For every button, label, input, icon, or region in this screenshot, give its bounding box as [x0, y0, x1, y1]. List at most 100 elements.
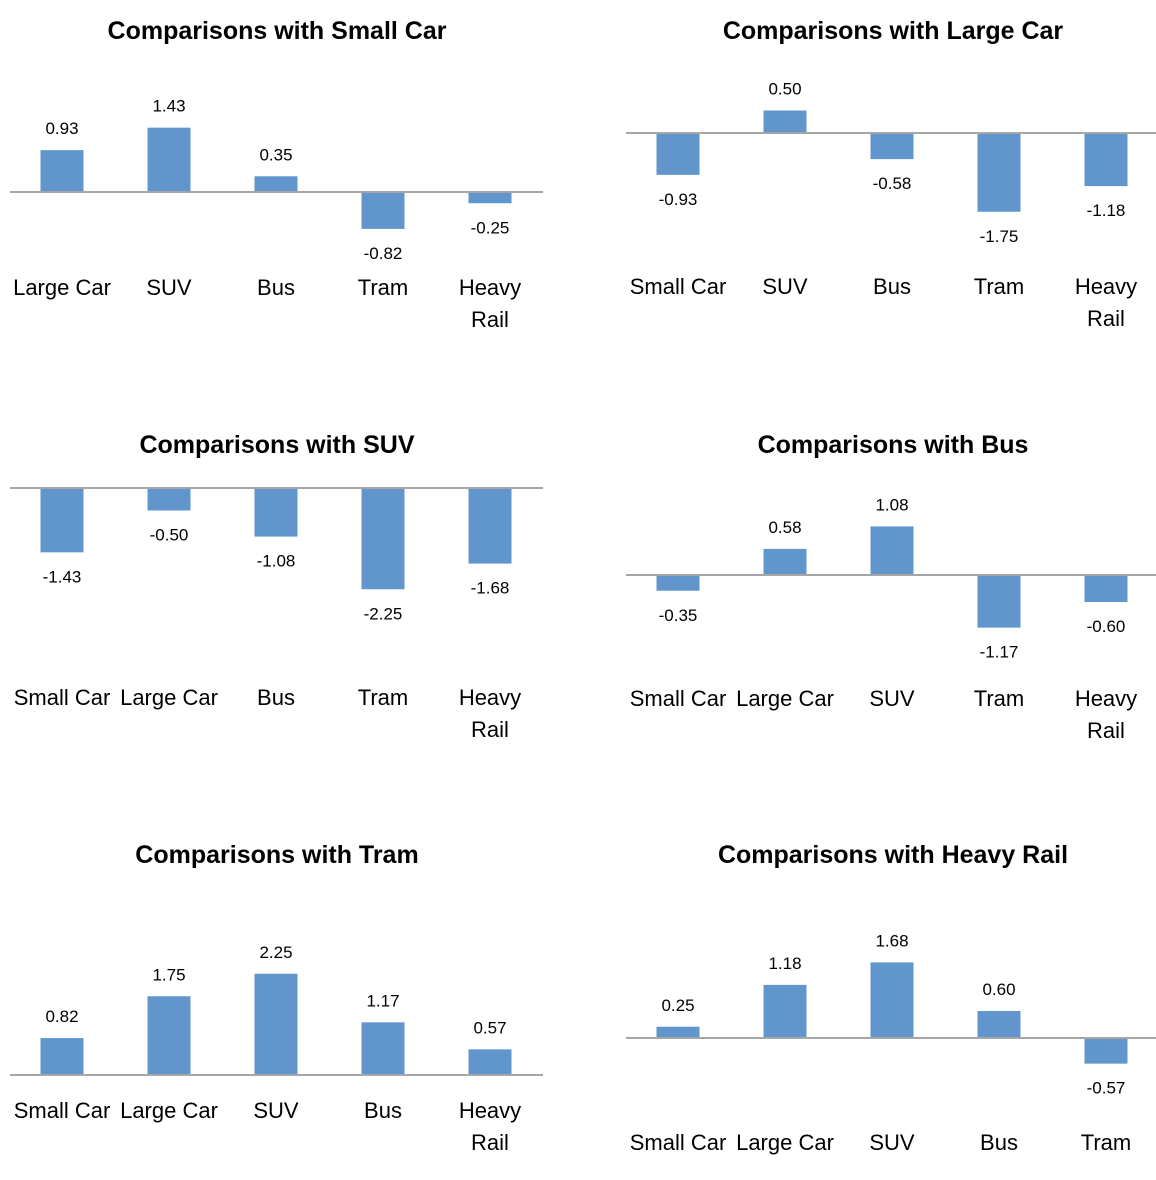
x-tick-label: Large Car	[736, 1130, 834, 1155]
data-label: -1.08	[257, 552, 296, 571]
data-label: -0.35	[659, 606, 698, 625]
bar	[656, 575, 700, 591]
bar	[870, 962, 914, 1038]
x-tick-label: Bus	[980, 1130, 1018, 1155]
data-label: 1.18	[768, 954, 801, 973]
bar	[763, 984, 807, 1038]
x-tick-label: Small Car	[630, 686, 727, 711]
data-label: -0.82	[364, 244, 403, 263]
x-tick-label: Heavy Rail	[459, 1098, 521, 1155]
chart-title: Comparisons with Heavy Rail	[718, 841, 1068, 869]
bar	[40, 488, 84, 553]
data-label: 0.25	[661, 996, 694, 1015]
bar	[361, 1022, 405, 1075]
x-tick-label: Bus	[873, 274, 911, 299]
data-label: -1.18	[1087, 201, 1126, 220]
x-tick-label: SUV	[253, 1098, 299, 1123]
data-label: 2.25	[259, 943, 292, 962]
data-label: 0.50	[768, 80, 801, 99]
x-tick-label: Tram	[358, 275, 409, 300]
x-tick-label: Small Car	[630, 1130, 727, 1155]
chart-title: Comparisons with Large Car	[723, 17, 1064, 45]
x-tick-label: Tram	[974, 686, 1025, 711]
x-tick-label: Heavy Rail	[459, 275, 521, 332]
data-label: 0.82	[45, 1007, 78, 1026]
data-label: 1.17	[366, 991, 399, 1010]
chart-panel-0: Comparisons with Small Car 0.93 Large Car 1…	[10, 17, 543, 332]
chart-panel-5: Comparisons with Heavy Rail 0.25 Small Car…	[626, 841, 1156, 1155]
x-tick-label: SUV	[146, 275, 192, 300]
bar	[1084, 1038, 1128, 1064]
x-tick-label: Large Car	[120, 685, 218, 710]
data-label: -2.25	[364, 604, 403, 623]
bar	[254, 973, 298, 1075]
data-label: -1.68	[471, 579, 510, 598]
x-tick-label: Bus	[257, 685, 295, 710]
chart-title: Comparisons with Bus	[758, 431, 1029, 459]
x-tick-label: Bus	[364, 1098, 402, 1123]
x-tick-label: SUV	[762, 274, 808, 299]
bar	[656, 1026, 700, 1038]
x-tick-label: Heavy Rail	[1075, 686, 1137, 743]
bar	[254, 176, 298, 192]
data-label: -0.25	[471, 218, 510, 237]
data-label: 1.08	[875, 495, 908, 514]
bar	[977, 133, 1021, 212]
bar	[254, 488, 298, 537]
data-label: -0.58	[873, 174, 912, 193]
chart-panel-4: Comparisons with Tram 0.82 Small Car 1.75 La…	[10, 841, 543, 1155]
data-label: -0.93	[659, 190, 698, 209]
data-label: 0.35	[259, 145, 292, 164]
data-label: -1.17	[980, 643, 1019, 662]
bar	[147, 488, 191, 511]
data-label: 0.57	[473, 1018, 506, 1037]
bar	[147, 127, 191, 192]
x-tick-label: SUV	[869, 1130, 915, 1155]
x-tick-label: SUV	[869, 686, 915, 711]
chart-panel-3: Comparisons with Bus -0.35 Small Car 0.58 La…	[626, 431, 1156, 743]
data-label: -0.57	[1087, 1079, 1126, 1098]
bar	[870, 133, 914, 160]
x-tick-label: Tram	[358, 685, 409, 710]
x-tick-label: Tram	[974, 274, 1025, 299]
x-tick-label: Large Car	[13, 275, 111, 300]
bar	[468, 1049, 512, 1075]
bar	[1084, 575, 1128, 602]
bar	[147, 996, 191, 1075]
data-label: -1.75	[980, 227, 1019, 246]
bar	[468, 488, 512, 564]
data-label: 0.58	[768, 518, 801, 537]
bar	[468, 192, 512, 204]
x-tick-label: Heavy Rail	[1075, 274, 1137, 331]
bar	[1084, 133, 1128, 187]
bar	[361, 192, 405, 229]
bar	[656, 133, 700, 175]
data-label: 1.75	[152, 965, 185, 984]
data-label: -0.60	[1087, 617, 1126, 636]
data-label: 0.93	[45, 119, 78, 138]
chart-title: Comparisons with SUV	[139, 431, 414, 459]
bar	[40, 150, 84, 192]
x-tick-label: Large Car	[736, 686, 834, 711]
data-label: 1.43	[152, 97, 185, 116]
bar	[763, 110, 807, 133]
chart-panel-1: Comparisons with Large Car -0.93 Small Car…	[626, 17, 1156, 331]
x-tick-label: Heavy Rail	[459, 685, 521, 742]
data-label: -0.50	[150, 526, 189, 545]
chart-title: Comparisons with Small Car	[108, 17, 447, 45]
x-tick-label: Small Car	[14, 685, 111, 710]
bar	[977, 1011, 1021, 1038]
chart-panel-2: Comparisons with SUV -1.43 Small Car -0.50 L…	[10, 431, 543, 742]
data-label: 1.68	[875, 931, 908, 950]
chart-title: Comparisons with Tram	[135, 841, 418, 869]
x-tick-label: Large Car	[120, 1098, 218, 1123]
data-label: -1.43	[43, 567, 82, 586]
bar	[40, 1038, 84, 1075]
bar	[870, 526, 914, 575]
x-tick-label: Small Car	[14, 1098, 111, 1123]
x-tick-label: Bus	[257, 275, 295, 300]
x-tick-label: Tram	[1081, 1130, 1132, 1155]
data-label: 0.60	[982, 980, 1015, 999]
bar	[977, 575, 1021, 628]
